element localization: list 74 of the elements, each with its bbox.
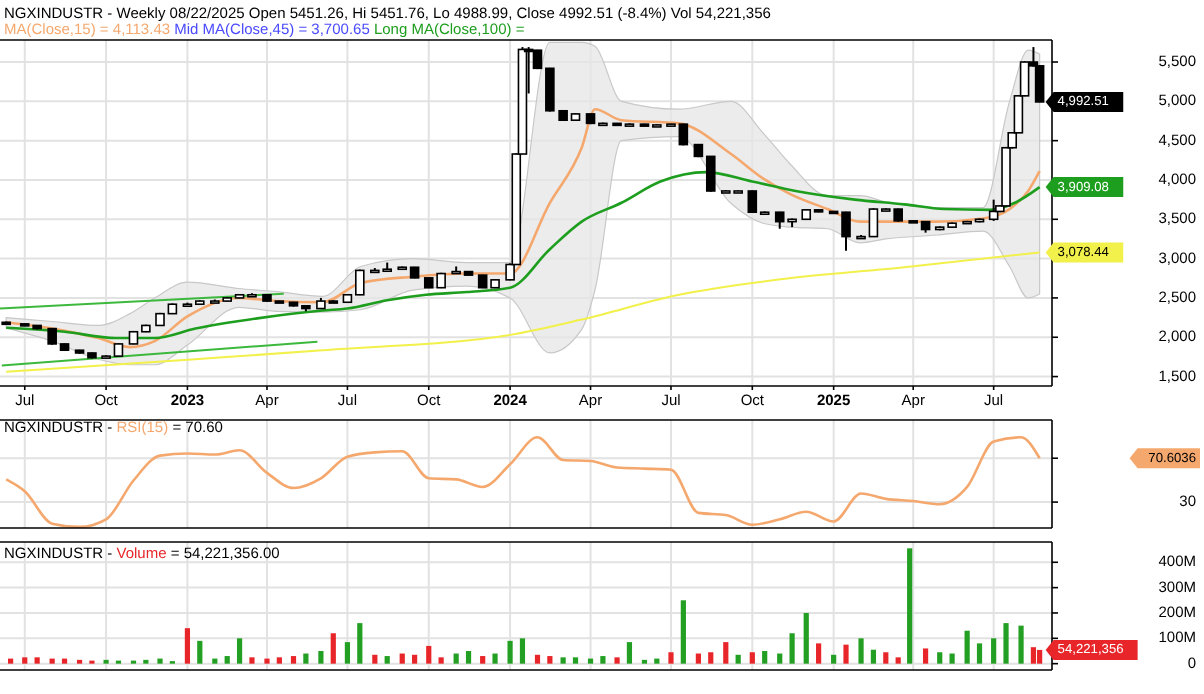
line-series (4, 170, 1041, 340)
bar (8, 658, 14, 664)
bar (907, 548, 913, 664)
bar (276, 657, 282, 664)
bar (680, 600, 686, 664)
bar (303, 653, 309, 664)
bar (976, 643, 983, 664)
bar (357, 623, 363, 664)
bar (991, 638, 997, 664)
bar (61, 658, 68, 664)
line-series (4, 107, 1041, 349)
bar (384, 656, 390, 664)
bar (426, 645, 432, 664)
bar (803, 612, 809, 664)
bar (626, 642, 633, 664)
bar (831, 654, 837, 664)
bar (184, 628, 191, 664)
bar (372, 654, 378, 664)
bar (1037, 649, 1043, 664)
bar (480, 656, 486, 664)
bar (723, 642, 729, 664)
bar (883, 652, 889, 664)
bar (600, 656, 606, 664)
bar (534, 654, 541, 664)
bar (22, 657, 28, 664)
bar (1018, 625, 1024, 664)
bar (777, 653, 783, 664)
bar (519, 638, 526, 664)
bar (572, 657, 579, 664)
bar (735, 654, 741, 664)
bar (34, 657, 40, 664)
bar (789, 633, 795, 664)
bar (858, 638, 864, 664)
bar (399, 653, 405, 664)
bar (344, 642, 351, 664)
bar (1003, 623, 1009, 664)
bar (587, 658, 594, 664)
bar (870, 649, 877, 664)
bar (197, 640, 203, 664)
bar (695, 653, 701, 664)
bar (614, 657, 620, 664)
bar (318, 650, 324, 664)
bar (49, 658, 55, 664)
bar (212, 658, 218, 664)
bar (895, 657, 901, 664)
bar (412, 654, 418, 664)
bar (560, 657, 566, 664)
bar (224, 656, 230, 664)
bar (236, 638, 243, 664)
bar (949, 653, 955, 664)
bar (762, 650, 768, 664)
line-series (5, 251, 1041, 373)
bar (922, 648, 929, 664)
bar (654, 658, 660, 664)
bar (453, 653, 459, 664)
bar (547, 656, 553, 664)
bar (937, 652, 943, 664)
bar (438, 657, 444, 664)
bar (157, 658, 163, 664)
bar (465, 650, 472, 664)
bar (964, 630, 970, 664)
bar (290, 656, 297, 664)
bar (816, 643, 822, 664)
bar (492, 653, 498, 664)
bar (507, 640, 513, 664)
line-series (4, 435, 1041, 528)
bar (264, 658, 270, 664)
bar (749, 652, 755, 664)
bar (249, 657, 255, 664)
bar (330, 633, 336, 664)
bar (708, 652, 714, 664)
bar (1030, 647, 1037, 664)
bar (668, 652, 674, 664)
bar (843, 644, 849, 664)
